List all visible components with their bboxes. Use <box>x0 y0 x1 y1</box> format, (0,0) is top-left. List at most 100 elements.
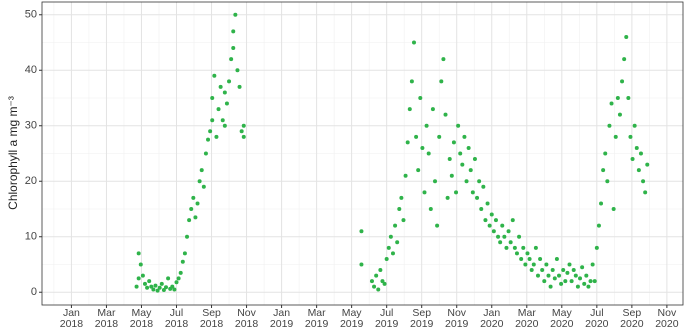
point <box>458 151 463 156</box>
point <box>193 215 198 220</box>
point <box>634 145 639 150</box>
point <box>380 279 385 284</box>
point <box>378 268 383 273</box>
point <box>531 262 536 267</box>
point <box>487 223 492 228</box>
point <box>582 281 587 286</box>
point <box>565 270 570 275</box>
point <box>449 173 454 178</box>
point <box>559 281 564 286</box>
y-tick-label: 20 <box>25 175 37 187</box>
point <box>512 245 517 250</box>
point <box>145 285 150 290</box>
point <box>220 118 225 123</box>
point <box>624 34 629 39</box>
point <box>514 251 519 256</box>
point <box>573 273 578 278</box>
point <box>199 168 204 173</box>
point <box>550 268 555 273</box>
point <box>599 201 604 206</box>
point <box>399 195 404 200</box>
point <box>161 288 166 293</box>
point <box>588 279 593 284</box>
point <box>170 284 175 289</box>
point <box>506 229 511 234</box>
point <box>563 279 568 284</box>
y-tick-label: 30 <box>25 120 37 132</box>
point <box>229 57 234 62</box>
point <box>638 151 643 156</box>
x-tick-label: May 2020 <box>550 307 574 330</box>
point <box>611 206 616 211</box>
point <box>241 123 246 128</box>
point <box>426 151 431 156</box>
point <box>451 140 456 145</box>
point <box>155 288 160 293</box>
point <box>197 179 202 184</box>
x-tick-label: Sep 2019 <box>410 307 434 330</box>
point <box>388 234 393 239</box>
point <box>645 162 650 167</box>
point <box>407 107 412 112</box>
point <box>149 284 154 289</box>
point <box>468 168 473 173</box>
point <box>578 276 583 281</box>
x-tick-label: Nov 2020 <box>655 307 679 330</box>
point <box>210 96 215 101</box>
panel-border <box>41 1 684 306</box>
point <box>153 283 158 288</box>
point <box>643 190 648 195</box>
point <box>401 218 406 223</box>
point <box>218 84 223 89</box>
point <box>418 96 423 101</box>
point <box>224 101 229 106</box>
point <box>369 279 374 284</box>
point <box>636 168 641 173</box>
point <box>615 96 620 101</box>
x-tick-label: Jan 2018 <box>59 307 84 330</box>
point <box>485 201 490 206</box>
point <box>222 123 227 128</box>
point <box>201 184 206 189</box>
point <box>540 268 545 273</box>
point <box>233 12 238 17</box>
point <box>372 284 377 289</box>
point <box>617 112 622 117</box>
point <box>552 276 557 281</box>
point <box>493 218 498 223</box>
point <box>376 287 381 292</box>
point <box>454 190 459 195</box>
point <box>535 273 540 278</box>
point <box>601 168 606 173</box>
point <box>542 279 547 284</box>
point <box>239 129 244 134</box>
point <box>491 229 496 234</box>
point <box>483 218 488 223</box>
point <box>517 234 522 239</box>
point <box>584 273 589 278</box>
x-tick-label: Jul 2018 <box>164 307 189 330</box>
y-tick-label: 0 <box>31 286 37 298</box>
point <box>433 179 438 184</box>
point <box>428 206 433 211</box>
point <box>630 157 635 162</box>
point <box>359 229 364 234</box>
point <box>395 240 400 245</box>
point <box>489 212 494 217</box>
point <box>210 118 215 123</box>
point <box>374 273 379 278</box>
point <box>178 270 183 275</box>
point <box>241 134 246 139</box>
point <box>237 84 242 89</box>
point <box>439 79 444 84</box>
point <box>189 206 194 211</box>
point <box>397 206 402 211</box>
point <box>502 234 507 239</box>
point <box>500 223 505 228</box>
point <box>182 251 187 256</box>
point <box>382 281 387 286</box>
point <box>622 57 627 62</box>
point <box>641 179 646 184</box>
point <box>166 276 171 281</box>
